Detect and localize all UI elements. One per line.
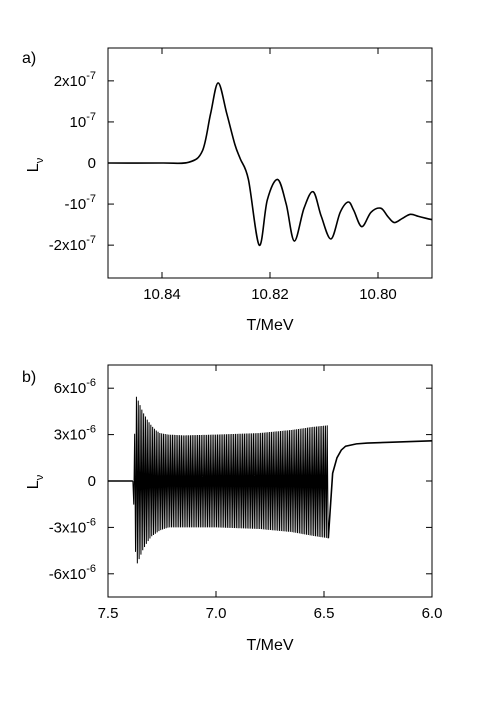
panel-b-y-tick-label: 0: [88, 473, 96, 490]
panel-b-tail-line: [327, 439, 433, 539]
panel-b-label: b): [22, 369, 36, 386]
panel-b-x-tick-label: 6.5: [314, 605, 335, 622]
panel-b-y-tick-label: 3x10-6: [54, 424, 96, 444]
panel-b-y-tick-label: -6x10-6: [49, 563, 96, 583]
panel-a-x-tick-label: 10.82: [251, 286, 289, 303]
panel-b-y-axis-title: Lν: [25, 474, 46, 489]
panel-a-y-tick-label: 10-7: [70, 111, 96, 131]
panel-b-y-tick-label: 6x10-6: [54, 377, 96, 397]
panel-a-y-tick-label: 0: [88, 155, 96, 172]
panel-b-y-tick-label: -3x10-6: [49, 516, 96, 536]
panel-b-oscillation: [132, 396, 329, 564]
panel-a-y-tick-label: -2x10-7: [49, 234, 96, 254]
panel-a-y-tick-label: 2x10-7: [54, 70, 96, 90]
panel-b-x-tick-label: 7.0: [206, 605, 227, 622]
panel-a-series-line: [107, 82, 433, 246]
panel-b-x-tick-label: 7.5: [98, 605, 119, 622]
panel-a-label: a): [22, 50, 36, 67]
panel-a-y-axis-title: Lν: [25, 157, 46, 172]
panel-a-x-axis-title: T/MeV: [246, 317, 293, 334]
panel-a-y-tick-label: -10-7: [65, 193, 96, 213]
panel-b-x-tick-label: 6.0: [422, 605, 443, 622]
panel-a-x-tick-label: 10.84: [143, 286, 181, 303]
panel-b-x-axis-title: T/MeV: [246, 637, 293, 654]
panel-a-x-tick-label: 10.80: [359, 286, 397, 303]
